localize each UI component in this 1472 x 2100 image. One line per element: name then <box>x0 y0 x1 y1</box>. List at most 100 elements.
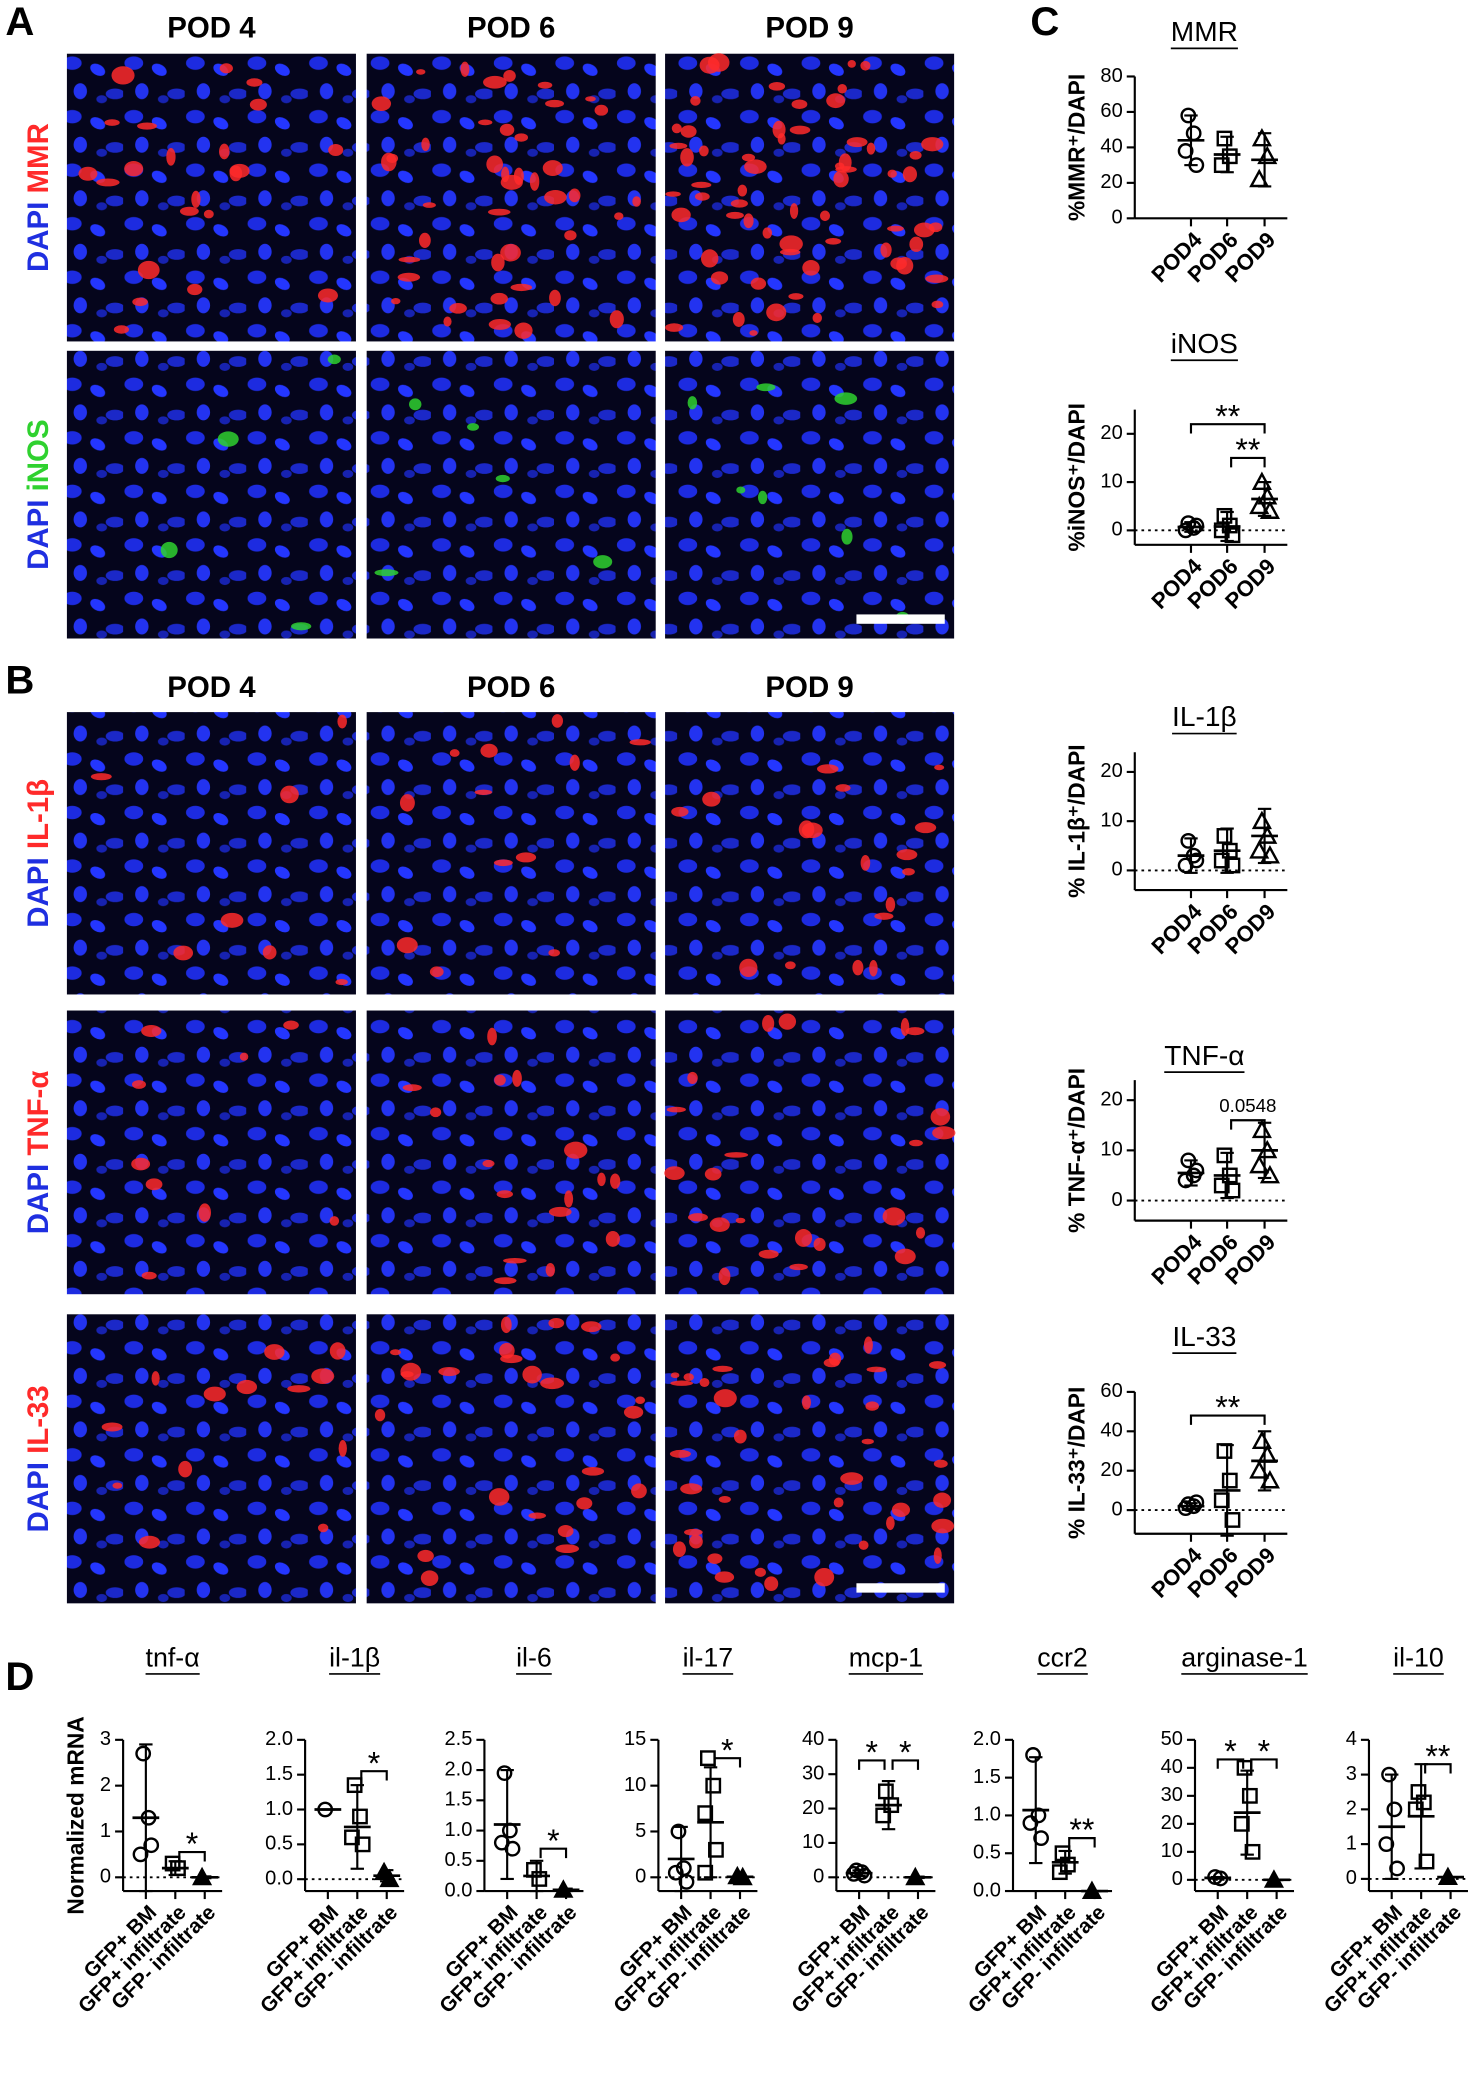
stain-spot <box>909 236 924 252</box>
stain-spot <box>610 1353 621 1362</box>
stain-spot <box>137 122 158 130</box>
stain-spot <box>902 868 915 876</box>
micrograph-background <box>66 350 356 639</box>
stain-spot <box>219 143 230 160</box>
stain-spot <box>249 98 267 111</box>
data-point <box>1188 1162 1205 1179</box>
y-axis-label: % IL-1β⁺/DAPI <box>1064 744 1090 897</box>
stain-spot <box>863 1336 873 1354</box>
stain-spot <box>905 1027 925 1036</box>
stain-spot <box>329 1342 346 1360</box>
data-point <box>1216 130 1233 147</box>
stain-spot <box>826 93 846 109</box>
significance-bracket <box>713 1757 742 1768</box>
stain-spot <box>317 288 338 303</box>
stain-spot <box>609 310 624 329</box>
data-point <box>1249 1460 1270 1479</box>
data-point <box>1389 1860 1405 1877</box>
stain-spot <box>396 937 418 954</box>
y-tick-label: 60 <box>1100 100 1122 122</box>
stain-spot <box>328 144 344 157</box>
y-tick-label: 2.0 <box>444 1758 472 1780</box>
stain-spot <box>178 1460 193 1478</box>
micrograph-background <box>665 1010 955 1295</box>
significance-bracket <box>1189 1414 1266 1425</box>
micrograph <box>66 712 356 995</box>
stain-spot <box>886 1516 895 1531</box>
row-label: DAPI IL-1β <box>22 779 55 928</box>
stain-spot <box>96 178 120 187</box>
stain-spot <box>593 555 613 569</box>
data-point <box>1259 1470 1280 1489</box>
stain-spot <box>665 323 684 332</box>
scale-bar <box>856 1583 945 1593</box>
significance-bracket <box>891 1759 920 1770</box>
stain-spot <box>802 259 820 276</box>
chart-title: ccr2 <box>1037 1643 1088 1673</box>
stain-spot <box>283 1020 299 1030</box>
stain-spot <box>894 1248 916 1265</box>
y-axis-label: %MMR⁺/DAPI <box>1064 74 1090 221</box>
stain-spot <box>239 1052 249 1061</box>
stain-spot <box>585 96 596 102</box>
stain-spot <box>739 958 758 978</box>
stain-spot <box>311 1368 335 1384</box>
stain-spot <box>846 137 868 148</box>
stain-spot <box>933 1547 942 1564</box>
stain-spot <box>78 166 98 181</box>
chart-title: il-17 <box>683 1643 734 1673</box>
stain-spot <box>758 1249 779 1259</box>
stain-spot <box>111 66 135 85</box>
stain-spot <box>891 1502 910 1518</box>
stain-spot <box>486 155 504 173</box>
data-point <box>1251 1430 1272 1450</box>
stain-spot <box>417 1549 434 1563</box>
data-point <box>1051 1864 1068 1881</box>
data-point <box>697 1805 714 1822</box>
stain-spot <box>672 1541 686 1558</box>
significance-bracket <box>1068 1837 1096 1848</box>
y-tick-label: 40 <box>1161 1756 1183 1778</box>
data-point <box>1249 1154 1270 1174</box>
y-tick-label: 0 <box>1112 207 1123 229</box>
stain-spot <box>166 147 176 166</box>
stain-spot <box>909 151 922 160</box>
stain-spot <box>762 227 773 239</box>
stain-spot <box>329 1216 340 1226</box>
chart-title: il-10 <box>1393 1643 1444 1673</box>
chart-title: IL-1β <box>1172 701 1237 732</box>
stain-spot <box>291 622 312 631</box>
stain-spot <box>371 96 392 112</box>
stain-spot <box>374 1408 386 1422</box>
significance-bracket <box>858 1759 886 1770</box>
data-point <box>1241 1787 1258 1804</box>
y-tick-label: 5 <box>635 1820 646 1842</box>
stain-spot <box>631 1483 647 1499</box>
stain-spot <box>514 322 533 339</box>
data-point <box>1213 852 1230 869</box>
y-tick-label: 80 <box>1100 65 1122 87</box>
data-point <box>496 1765 513 1781</box>
stain-spot <box>934 764 945 771</box>
data-point <box>1224 1512 1241 1528</box>
stain-spot <box>680 1483 703 1495</box>
stain-spot <box>229 163 250 178</box>
micrograph-background <box>66 53 356 342</box>
stain-spot <box>885 896 896 913</box>
y-tick-label: 1.5 <box>444 1789 472 1811</box>
y-tick-label: 20 <box>1100 1088 1122 1110</box>
data-point <box>1236 1759 1253 1776</box>
stain-spot <box>689 1534 703 1549</box>
stain-spot <box>707 1553 723 1564</box>
y-tick-label: 1.5 <box>973 1766 1001 1788</box>
stain-spot <box>749 330 758 336</box>
data-point <box>1185 125 1202 142</box>
data-point <box>143 1837 160 1854</box>
stain-spot <box>670 1372 680 1379</box>
stain-spot <box>847 59 856 68</box>
significance-label: * <box>368 1745 381 1781</box>
micrograph <box>66 350 356 639</box>
y-tick-label: 0.0 <box>973 1879 1001 1901</box>
stain-spot <box>203 209 214 219</box>
